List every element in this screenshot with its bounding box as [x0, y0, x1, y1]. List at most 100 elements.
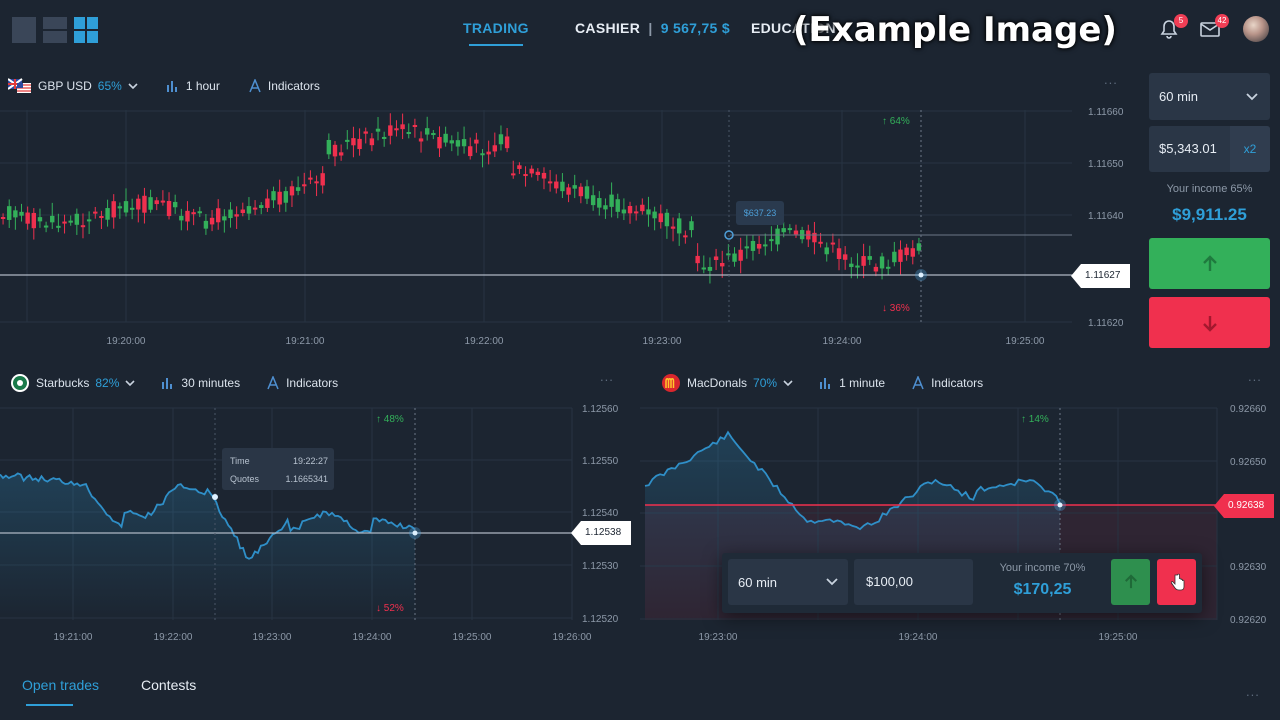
amount-field[interactable]: $5,343.01 x2 [1149, 126, 1270, 172]
series-line [0, 472, 416, 560]
candle [240, 209, 245, 214]
candle [197, 211, 202, 214]
nav-trading[interactable]: TRADING [463, 20, 529, 46]
candle [437, 137, 442, 149]
quick-up-button[interactable] [1111, 559, 1150, 605]
left-asset-selector[interactable]: Starbucks 82% [10, 373, 135, 393]
main-up-pct: ↑ 64% [882, 116, 910, 127]
notifications-button[interactable]: 5 [1158, 14, 1188, 42]
duration-select[interactable]: 60 min [1149, 73, 1270, 120]
candle [633, 211, 639, 214]
candle [787, 228, 793, 231]
candle [363, 131, 368, 134]
candle [56, 225, 61, 228]
tooltip-quotes-value: 1.1665341 [285, 474, 328, 484]
left-up-pct: ↑ 48% [376, 414, 404, 425]
candle [252, 207, 258, 210]
x-tick-label: 19:21:00 [54, 632, 93, 643]
x-tick-label: 19:24:00 [823, 336, 862, 347]
candle [222, 216, 227, 221]
candle [117, 206, 123, 209]
layout-grid-icon[interactable] [74, 17, 98, 43]
quick-amount-field[interactable]: $100,00 [854, 559, 973, 605]
candle [388, 125, 393, 136]
candle [295, 187, 301, 191]
candle [652, 211, 657, 219]
candle [689, 221, 694, 231]
quick-income-label: Your income 70% [999, 562, 1086, 574]
layout-split-icon[interactable] [43, 17, 67, 43]
nav-cashier[interactable]: CASHIER | 9 567,75 $ [575, 20, 730, 36]
nav-education[interactable]: EDUCATION [751, 20, 836, 36]
avatar[interactable] [1243, 16, 1269, 42]
main-chart[interactable]: 1.11660 1.11650 1.11640 1.11620 19:20:00 19:2… [0, 100, 1140, 360]
bottom-more-icon[interactable]: ... [1246, 684, 1260, 699]
candle [13, 210, 18, 218]
left-timeframe-selector[interactable]: 30 minutes [161, 376, 240, 390]
candle [43, 225, 49, 228]
main-indicators-label: Indicators [267, 79, 320, 93]
candle [277, 191, 282, 205]
candle [68, 220, 73, 223]
right-asset-selector[interactable]: MacDonals 70% [661, 373, 793, 393]
candle [93, 211, 98, 214]
right-indicators-button[interactable]: Indicators [911, 376, 983, 390]
left-more-icon[interactable]: ... [600, 369, 614, 384]
current-point [1057, 502, 1063, 508]
candle [584, 186, 590, 199]
main-indicators-button[interactable]: Indicators [248, 79, 320, 93]
put-down-button[interactable] [1149, 297, 1270, 348]
main-timeframe-selector[interactable]: 1 hour [166, 79, 220, 93]
candle [209, 217, 215, 225]
series-line [644, 430, 1061, 531]
messages-badge: 42 [1215, 14, 1229, 28]
bar-chart-icon [820, 378, 831, 389]
candle [572, 185, 577, 189]
candle [345, 139, 350, 142]
amount-value: $5,343.01 [1159, 141, 1217, 156]
right-chart[interactable]: 0.926600.926500.926400.926300.9262019:23… [640, 395, 1280, 655]
left-price-tag: 1.12538 [571, 521, 632, 545]
candle [443, 133, 448, 143]
candle [203, 220, 209, 229]
duration-value: 60 min [1159, 89, 1199, 104]
candle [578, 186, 584, 197]
right-asset-name: MacDonals [687, 376, 748, 390]
mail-icon [1200, 22, 1220, 37]
right-timeframe-selector[interactable]: 1 minute [819, 376, 885, 390]
candle [314, 181, 319, 184]
current-point [918, 272, 924, 278]
candle [738, 249, 743, 261]
candle [750, 240, 756, 251]
main-more-icon[interactable]: ... [1104, 72, 1118, 87]
left-indicators-button[interactable]: Indicators [266, 376, 338, 390]
layout-single-icon[interactable] [12, 17, 36, 43]
tooltip-quotes-label: Quotes [230, 474, 260, 484]
quick-duration-select[interactable]: 60 min [728, 559, 848, 605]
candle [590, 195, 596, 206]
candle [486, 151, 491, 155]
tooltip-time-label: Time [230, 456, 250, 466]
candle [320, 173, 325, 186]
candle [904, 247, 909, 256]
tab-contests[interactable]: Contests [141, 677, 197, 693]
y-tick-label: 1.11620 [1088, 318, 1124, 329]
quick-trade-box: 60 min $100,00 Your income 70% $170,25 [722, 553, 1202, 613]
candle [707, 266, 713, 271]
main-asset-selector[interactable]: GBP USD 65% [8, 78, 138, 94]
y-tick-label: 1.12550 [582, 456, 619, 467]
candle [873, 266, 879, 272]
multiplier-button[interactable]: x2 [1230, 126, 1270, 172]
candle [37, 217, 43, 222]
candle [615, 199, 620, 212]
messages-button[interactable]: 42 [1199, 14, 1229, 42]
right-more-icon[interactable]: ... [1248, 369, 1262, 384]
candle [431, 133, 436, 136]
main-asset-name: GBP USD [38, 79, 92, 93]
call-up-button[interactable] [1149, 238, 1270, 289]
x-tick-label: 19:25:00 [453, 632, 492, 643]
candle [763, 244, 768, 247]
x-tick-label: 19:24:00 [899, 632, 938, 643]
candle [50, 215, 55, 223]
left-chart[interactable]: 1.12560 1.12550 1.12540 1.12530 1.12520 19:21… [0, 395, 640, 655]
